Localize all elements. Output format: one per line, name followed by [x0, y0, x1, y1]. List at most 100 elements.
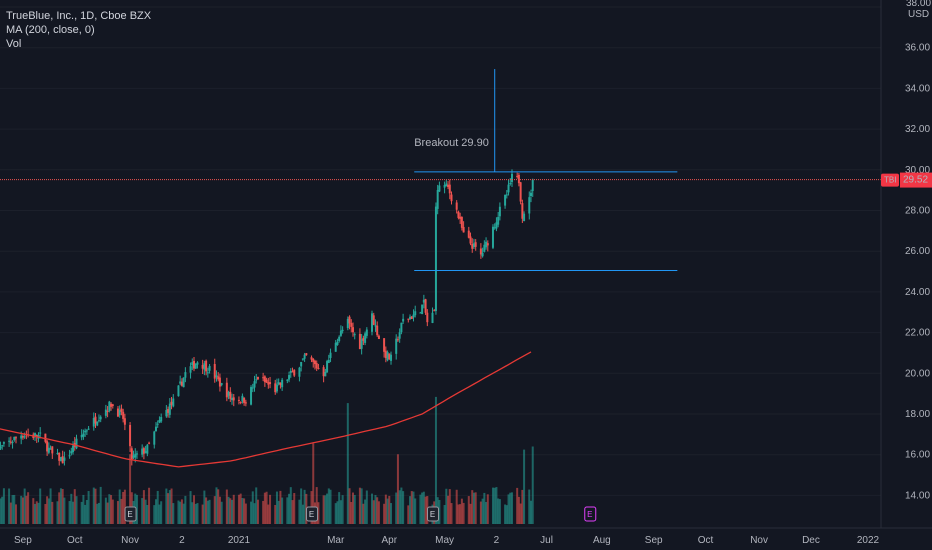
volume-bar: [350, 502, 353, 524]
symbol-badge: [881, 173, 899, 187]
volume-bar: [205, 497, 208, 524]
volume-bar: [523, 449, 526, 524]
volume-bar: [1, 496, 4, 524]
candle-body: [372, 315, 375, 325]
candle-body: [184, 372, 187, 378]
candle-body: [410, 316, 413, 319]
candle-body: [300, 361, 303, 367]
candle-body: [445, 183, 448, 187]
candle-body: [250, 387, 253, 405]
volume-bar: [142, 490, 145, 524]
candle-body: [263, 376, 266, 382]
volume-bar: [338, 492, 341, 524]
volume-bar: [265, 491, 268, 524]
volume-bar: [275, 491, 278, 524]
volume-bar: [262, 500, 265, 524]
volume-bar: [129, 454, 132, 524]
volume-bar: [25, 495, 28, 524]
candle-body: [275, 384, 278, 392]
volume-bar: [434, 396, 437, 524]
volume-bar: [388, 495, 391, 524]
candle-body: [433, 310, 436, 312]
volume-bar: [486, 494, 489, 524]
volume-bar: [479, 501, 482, 524]
candle-body: [49, 448, 52, 450]
grid: [0, 6, 881, 496]
time-tick-label: Oct: [698, 535, 714, 546]
candle-body: [479, 248, 482, 255]
volume-bar: [80, 501, 83, 524]
candle-body: [460, 216, 463, 228]
volume-bar: [20, 495, 23, 524]
symbol-title[interactable]: TrueBlue, Inc., 1D, Cboe BZX: [6, 10, 152, 22]
volume-bar: [208, 499, 211, 524]
candle-body: [497, 216, 500, 225]
volume-bars: [0, 396, 534, 524]
volume-bar: [201, 504, 204, 524]
candle-body: [239, 402, 242, 404]
volume-bar: [92, 487, 95, 524]
volume-bar: [281, 497, 284, 524]
price-tick-label: 18.00: [905, 409, 930, 420]
volume-bar: [377, 501, 380, 524]
volume-bar: [158, 504, 161, 524]
candle-body: [177, 385, 180, 397]
volume-bar: [194, 503, 197, 524]
candle-body: [0, 446, 2, 449]
price-axis-ticks[interactable]: 36.00 34.00 32.00 30.00 28.00 26.00 24.00 22.00…: [905, 43, 930, 502]
ma-indicator-label[interactable]: MA (200, close, 0): [6, 24, 95, 36]
time-tick-label: Oct: [67, 535, 83, 546]
candle-body: [338, 336, 341, 342]
volume-bar: [267, 504, 270, 524]
volume-bar: [457, 504, 460, 524]
volume-bar: [383, 503, 386, 524]
candle-body: [213, 364, 216, 379]
volume-bar: [182, 503, 185, 524]
volume-bar: [341, 495, 344, 524]
price-tick-label: 36.00: [905, 43, 930, 54]
candle-body: [116, 408, 119, 417]
candle-body: [398, 332, 401, 339]
candle-body: [376, 325, 379, 336]
time-axis-ticks[interactable]: Sep Oct Nov 2 2021 Mar Apr May 2 Jul Aug Sep Oct Nov D…: [14, 535, 880, 546]
candle-body: [450, 194, 453, 202]
volume-bar: [400, 487, 403, 524]
candle-body: [448, 184, 451, 194]
volume-bar: [371, 493, 374, 524]
volume-bar: [193, 495, 196, 524]
candle-body: [358, 333, 361, 350]
candle-body: [104, 409, 107, 416]
time-tick-label: Aug: [593, 535, 611, 546]
candle-body: [298, 367, 301, 377]
breakout-label[interactable]: Breakout 29.90: [414, 137, 489, 149]
volume-bar: [505, 505, 508, 524]
candle-body: [158, 420, 161, 423]
candle-body: [110, 403, 113, 407]
candle-body: [414, 311, 417, 316]
candle-body: [327, 359, 330, 363]
volume-indicator-label[interactable]: Vol: [6, 38, 22, 50]
volume-bar: [218, 496, 221, 524]
volume-bar: [47, 498, 50, 524]
candle-body: [371, 313, 374, 332]
volume-bar: [303, 489, 306, 524]
volume-bar: [407, 505, 410, 524]
volume-bar: [231, 499, 234, 524]
volume-bar: [70, 493, 73, 524]
candle-body: [348, 316, 351, 324]
volume-bar: [315, 487, 318, 524]
candle-body: [360, 339, 363, 349]
candle-body: [168, 403, 171, 415]
ma-200-path: [0, 351, 532, 468]
candle-body: [498, 206, 501, 217]
volume-bar: [329, 489, 332, 524]
volume-bar: [99, 486, 102, 524]
candle-body: [505, 194, 508, 196]
candle-body: [9, 441, 12, 443]
candle-body: [472, 243, 475, 247]
volume-bar: [409, 496, 412, 524]
price-tick-label: 32.00: [905, 124, 930, 135]
time-tick-label: Apr: [382, 535, 398, 546]
candle-body: [87, 428, 90, 430]
